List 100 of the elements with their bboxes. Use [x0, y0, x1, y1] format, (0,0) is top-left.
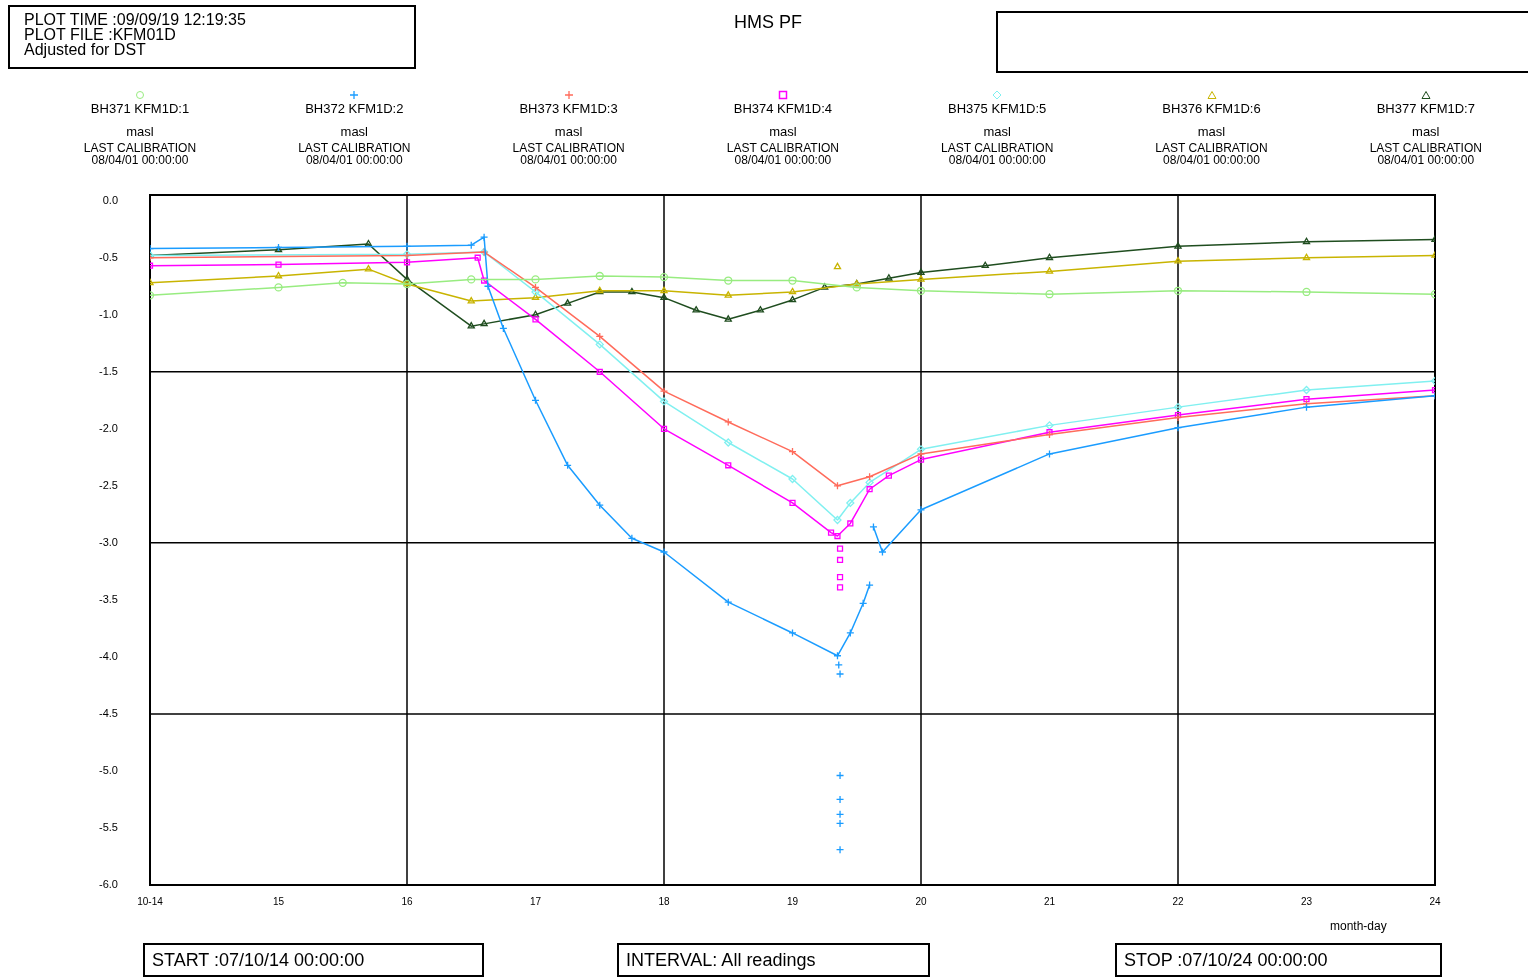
point [1303, 396, 1310, 403]
point [917, 456, 925, 463]
point [852, 283, 861, 292]
point [917, 268, 925, 275]
x-tick-label: 24 [1429, 895, 1441, 907]
y-tick-label: -5.0 [99, 763, 118, 776]
point [865, 580, 874, 590]
point [531, 275, 540, 284]
point [467, 322, 475, 329]
y-tick-label: -3.5 [99, 592, 118, 605]
y-tick-label: -4.5 [99, 706, 118, 719]
point [1173, 286, 1183, 295]
text: masl LAST CALIBRATION 08/04/01 00:00:00 [297, 124, 412, 167]
point [596, 368, 603, 375]
point [1302, 385, 1311, 395]
x-tick-label: 22 [1172, 895, 1184, 907]
point [659, 387, 669, 396]
text: masl LAST CALIBRATION 08/04/01 00:00:00 [940, 124, 1055, 167]
point [364, 264, 373, 272]
point [1302, 237, 1311, 245]
point [846, 498, 855, 508]
legend-label: BH376 KFM1D:6 [1161, 101, 1262, 116]
x-axis-title: month-day [1330, 919, 1387, 933]
point [724, 276, 733, 285]
point [833, 262, 842, 270]
legend-label: BH375 KFM1D:5 [947, 101, 1048, 116]
point [692, 306, 700, 313]
point [836, 573, 844, 581]
point [402, 242, 412, 251]
point [788, 295, 797, 303]
point [916, 449, 926, 459]
point [660, 286, 668, 294]
point [1302, 402, 1311, 412]
y-tick-label: -2.5 [99, 478, 118, 491]
point [479, 233, 489, 242]
text: PLOT FILE :KFM01D [24, 26, 177, 43]
point [788, 474, 797, 484]
text: START :07/10/14 00:00:00 [143, 943, 484, 977]
point [1302, 287, 1311, 297]
point [836, 584, 844, 591]
point [756, 306, 765, 313]
point [1045, 421, 1054, 430]
x-tick-label: 19 [786, 895, 799, 907]
text: STOP :07/10/24 00:00:00 [1115, 943, 1442, 977]
text: masl LAST CALIBRATION 08/04/01 00:00:00 [725, 124, 840, 167]
point [724, 438, 733, 447]
x-tick-label: 17 [529, 895, 542, 907]
point [474, 254, 481, 261]
x-tick-label: 21 [1043, 895, 1056, 907]
point [274, 283, 283, 292]
point [846, 628, 855, 638]
point [1045, 267, 1054, 274]
legend-label: BH372 KFM1D:2 [304, 101, 405, 116]
point [847, 520, 854, 527]
point [836, 556, 844, 564]
point [916, 505, 926, 514]
y-tick-label: -6.0 [99, 878, 118, 891]
point [660, 425, 668, 432]
text: masl LAST CALIBRATION 08/04/01 00:00:00 [1154, 124, 1269, 167]
point [627, 534, 637, 543]
point [724, 315, 732, 322]
point [835, 771, 845, 780]
point [275, 261, 282, 268]
point [467, 296, 475, 304]
y-tick-label: -5.5 [99, 821, 118, 834]
text: masl LAST CALIBRATION 08/04/01 00:00:00 [1368, 124, 1483, 167]
point [885, 472, 892, 479]
point [834, 532, 841, 540]
point [789, 499, 796, 507]
text: Adjusted for DST [24, 41, 147, 58]
point [338, 278, 347, 287]
point [917, 275, 925, 282]
point [1045, 449, 1054, 459]
point [1302, 253, 1311, 261]
legend-label: BH371 KFM1D:1 [89, 101, 191, 116]
point [531, 293, 540, 301]
point [1045, 290, 1054, 299]
point [724, 417, 733, 427]
point [865, 478, 874, 487]
point [1174, 257, 1182, 264]
point [531, 287, 540, 297]
point [835, 669, 845, 679]
text: INTERVAL: All readings [617, 943, 930, 977]
point [788, 628, 797, 638]
point [1045, 253, 1054, 261]
point [563, 299, 572, 306]
legend-label: BH373 KFM1D:3 [518, 101, 619, 116]
point [480, 277, 488, 284]
point [878, 547, 887, 557]
point [595, 340, 604, 349]
point [788, 287, 797, 295]
y-tick-label: -1.5 [99, 364, 118, 377]
point [835, 819, 845, 828]
point [836, 545, 844, 552]
x-tick-label: 15 [272, 895, 285, 907]
y-tick-label: -1.0 [99, 307, 118, 320]
point [788, 276, 797, 285]
point [827, 529, 835, 536]
x-tick-label: 20 [915, 895, 927, 907]
point [595, 271, 604, 281]
